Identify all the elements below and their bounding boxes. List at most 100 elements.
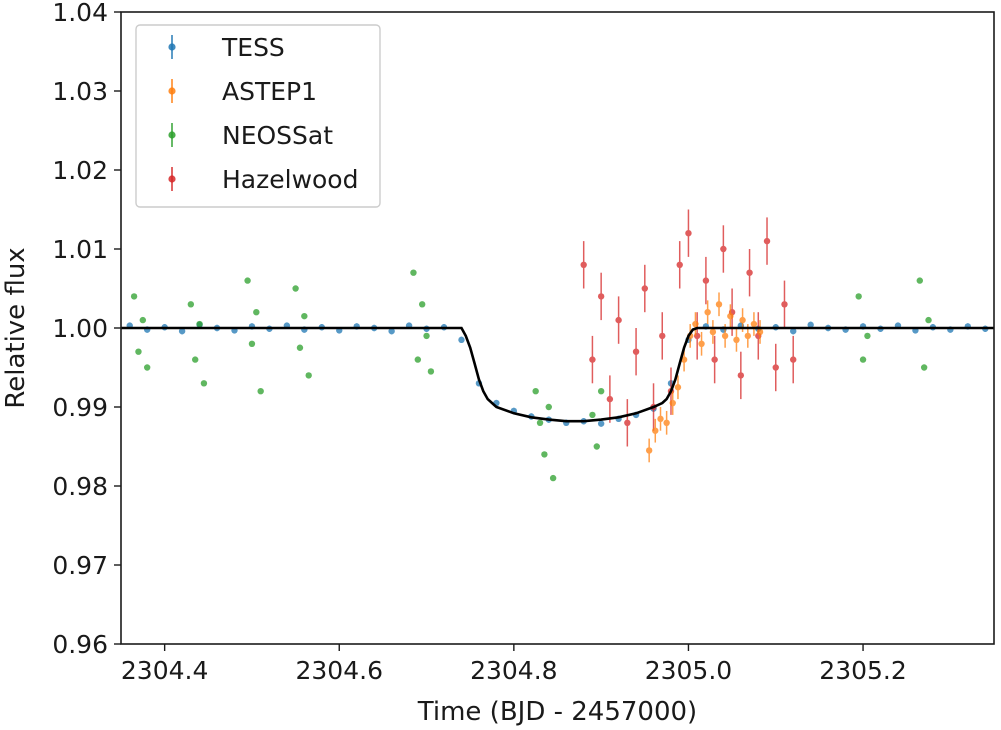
legend-tess-label: TESS <box>221 33 285 62</box>
x-tick-label: 2305.2 <box>819 656 906 685</box>
neossat-point <box>916 277 923 284</box>
neossat-point <box>296 344 304 351</box>
neossat-point <box>301 312 308 320</box>
neossat-point <box>253 309 260 316</box>
hazelwood-point <box>632 348 640 355</box>
neossat-point <box>143 364 151 371</box>
neossat-point <box>244 277 251 284</box>
neossat-point <box>532 388 539 395</box>
hazelwood-point <box>597 293 605 300</box>
tess-point <box>388 327 395 335</box>
neossat-point <box>920 364 928 371</box>
y-tick-label: 0.98 <box>52 472 108 501</box>
astep1-point <box>733 336 740 344</box>
y-tick-label: 1.00 <box>52 314 108 343</box>
y-tick-label: 1.01 <box>52 235 108 264</box>
neossat-point <box>196 320 203 328</box>
neossat-point <box>545 403 552 411</box>
astep1-point <box>692 320 699 328</box>
neossat-point <box>589 411 596 419</box>
y-tick-label: 0.99 <box>52 393 108 422</box>
legend-astep1-marker <box>168 87 176 95</box>
neossat-point <box>135 348 142 355</box>
hazelwood-point <box>790 356 797 363</box>
neossat-point <box>597 388 605 395</box>
astep1-point <box>721 332 729 340</box>
legend-tess-marker <box>168 43 176 51</box>
series-astep1 <box>645 292 764 463</box>
neossat-point <box>192 356 199 363</box>
neossat-point <box>864 332 871 340</box>
y-tick-label: 1.03 <box>52 77 108 106</box>
y-tick-label: 0.97 <box>52 551 108 580</box>
x-tick-label: 2304.8 <box>470 656 557 685</box>
astep1-point <box>739 316 746 324</box>
hazelwood-point <box>641 285 648 292</box>
legend-neossat-marker <box>168 131 176 139</box>
tess-point <box>790 327 797 335</box>
series-tess <box>126 321 989 427</box>
hazelwood-point <box>615 316 622 324</box>
hazelwood-point <box>685 230 692 237</box>
x-tick-label: 2304.6 <box>296 656 383 685</box>
neossat-point <box>187 301 195 308</box>
hazelwood-point <box>676 261 683 268</box>
hazelwood-point <box>763 237 771 245</box>
y-tick-label: 0.96 <box>52 630 108 659</box>
neossat-point <box>414 356 422 363</box>
astep1-point <box>715 301 723 308</box>
plot-area <box>121 209 994 482</box>
neossat-point <box>248 340 256 347</box>
astep1-point <box>750 320 758 328</box>
hazelwood-point <box>702 277 710 284</box>
hazelwood-point <box>624 419 631 426</box>
y-tick-label: 1.04 <box>52 0 108 27</box>
astep1-point <box>698 340 705 347</box>
hazelwood-point <box>606 395 614 403</box>
legend-hazelwood-marker <box>168 175 176 183</box>
legend: TESS ASTEP1 NEOSSat Hazelwood <box>135 24 381 208</box>
neossat-point <box>139 316 147 324</box>
hazelwood-point <box>720 245 727 253</box>
neossat-point <box>855 293 862 300</box>
tess-point <box>458 336 465 344</box>
neossat-point <box>200 380 208 387</box>
astep1-point <box>674 384 682 391</box>
neossat-point <box>536 419 544 426</box>
tess-point <box>178 327 186 335</box>
hazelwood-point <box>746 269 753 276</box>
x-axis-label: Time (BJD - 2457000) <box>417 697 697 727</box>
series-neossat <box>130 269 932 482</box>
transit-model-line <box>121 326 994 423</box>
hazelwood-point <box>659 332 666 340</box>
neossat-point <box>305 372 312 379</box>
hazelwood-point <box>772 364 779 371</box>
neossat-point <box>549 474 557 482</box>
neossat-point <box>859 356 867 363</box>
neossat-point <box>418 301 426 308</box>
tess-point <box>597 420 605 427</box>
x-tick-label: 2304.4 <box>121 656 208 685</box>
astep1-point <box>669 399 676 407</box>
astep1-point <box>704 309 711 316</box>
legend-neossat-label: NEOSSat <box>222 121 333 150</box>
neossat-point <box>292 285 299 292</box>
astep1-point <box>727 312 734 320</box>
astep1-point <box>645 447 653 454</box>
series-hazelwood <box>580 209 797 447</box>
neossat-point <box>130 293 138 300</box>
y-axis-label: Relative flux <box>1 247 31 408</box>
astep1-point <box>663 419 670 426</box>
neossat-point <box>541 451 548 458</box>
legend-hazelwood-label: Hazelwood <box>222 165 358 194</box>
hazelwood-point <box>589 356 596 363</box>
astep1-point <box>709 328 717 336</box>
hazelwood-point <box>737 372 745 379</box>
astep1-point <box>744 332 752 340</box>
x-tick-label: 2305.0 <box>645 656 732 685</box>
astep1-point <box>756 328 764 336</box>
hazelwood-point <box>580 261 587 268</box>
astep1-point <box>657 415 664 423</box>
